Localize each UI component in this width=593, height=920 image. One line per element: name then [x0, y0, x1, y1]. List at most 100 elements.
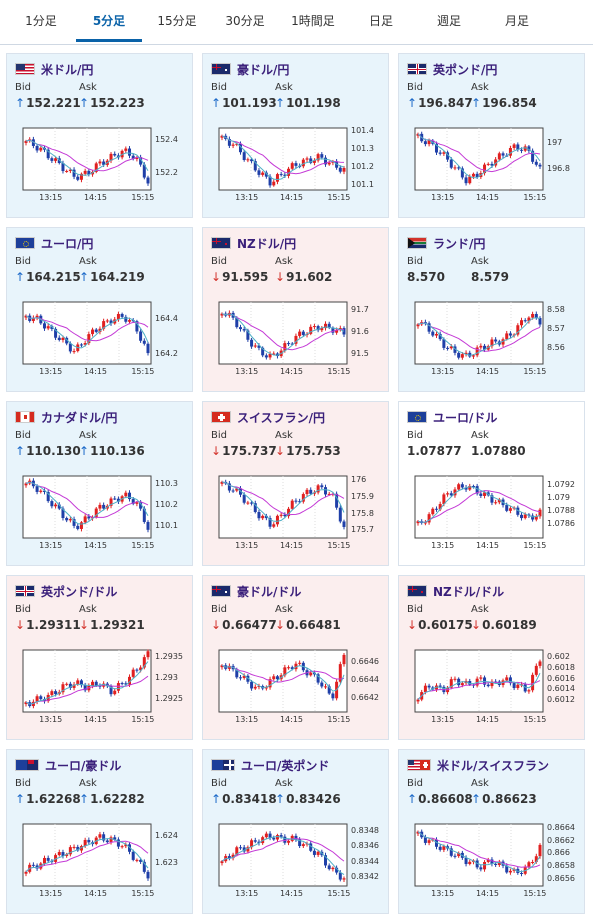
- candle-body: [423, 141, 427, 145]
- card-header[interactable]: スイスフラン/円: [211, 409, 325, 425]
- candle-body: [505, 677, 509, 681]
- currency-card[interactable]: 米ドル/円 Bid Ask ↑152.221 ↑152.223 152.4 152.2 13:…: [6, 53, 193, 218]
- currency-card[interactable]: ユーロ/円 Bid Ask ↑164.215 ↑164.219 164.4 164.2 13:…: [6, 227, 193, 392]
- chart-svg: [218, 475, 348, 539]
- candle-body: [438, 685, 442, 687]
- chart-svg: [22, 649, 152, 713]
- currency-pair-name[interactable]: ユーロ/ドル: [433, 410, 498, 425]
- mini-candlestick-chart[interactable]: 101.4 101.3 101.2 101.1 13:15 14:15 15:15: [215, 124, 375, 209]
- candle-body: [128, 676, 132, 685]
- currency-card[interactable]: ランド/円 Bid Ask 8.570 8.579 8.58 8.57 8.56 13:15 14…: [398, 227, 585, 392]
- candle-body: [42, 323, 46, 329]
- card-header[interactable]: 豪ドル/円: [211, 61, 289, 77]
- mini-candlestick-chart[interactable]: 164.4 164.2 13:15 14:15 15:15: [19, 298, 179, 383]
- mini-candlestick-chart[interactable]: 1.0792 1.079 1.0788 1.0786 13:15 14:15 15:15: [411, 472, 575, 557]
- mini-candlestick-chart[interactable]: 0.8348 0.8346 0.8344 0.8342 13:15 14:15 15:15: [215, 820, 379, 905]
- card-header[interactable]: カナダドル/円: [15, 409, 117, 425]
- mini-candlestick-chart[interactable]: 1.2935 1.293 1.2925 13:15 14:15 15:15: [19, 646, 183, 731]
- candle-body: [449, 346, 453, 349]
- candle-body: [54, 504, 58, 507]
- currency-card[interactable]: 豪ドル/ドル Bid Ask ↓0.66477 ↓0.66481 0.6646 0.6644…: [202, 575, 389, 740]
- candle-body: [24, 141, 28, 143]
- currency-card[interactable]: スイスフラン/円 Bid Ask ↓175.737 ↓175.753 176 175.9 17…: [202, 401, 389, 566]
- mini-candlestick-chart[interactable]: 110.3 110.2 110.1 13:15 14:15 15:15: [19, 472, 179, 557]
- ask-label: Ask: [275, 256, 293, 267]
- mini-candlestick-chart[interactable]: 1.624 1.623 13:15 14:15 15:15: [19, 820, 179, 905]
- currency-pair-name[interactable]: 米ドル/円: [41, 62, 94, 77]
- candle-body: [83, 516, 87, 523]
- card-header[interactable]: 米ドル/円: [15, 61, 93, 77]
- mini-candlestick-chart[interactable]: 197 196.8 13:15 14:15 15:15: [411, 124, 571, 209]
- x-tick-label: 13:15: [431, 715, 455, 724]
- currency-card[interactable]: 米ドル/スイスフラン Bid Ask ↑0.86608 ↑0.86623 0.8664 0.…: [398, 749, 585, 914]
- currency-pair-name[interactable]: ユーロ/英ポンド: [241, 758, 330, 773]
- currency-pair-name[interactable]: ユーロ/豪ドル: [45, 758, 122, 773]
- currency-pair-name[interactable]: スイスフラン/円: [237, 410, 326, 425]
- candle-body: [227, 856, 231, 859]
- mini-candlestick-chart[interactable]: 0.6646 0.6644 0.6642 13:15 14:15 15:15: [215, 646, 379, 731]
- x-tick-label: 14:15: [475, 367, 500, 376]
- card-header[interactable]: ユーロ/豪ドル: [15, 757, 121, 773]
- bid-label: Bid: [15, 256, 31, 267]
- currency-card[interactable]: ユーロ/英ポンド Bid Ask ↑0.83418 ↑0.83426 0.8348 0.83…: [202, 749, 389, 914]
- candle-body: [446, 152, 450, 160]
- currency-pair-name[interactable]: ランド/円: [433, 236, 486, 251]
- moving-average-long: [25, 139, 149, 172]
- tab-1hour[interactable]: 1時間足: [291, 14, 335, 28]
- currency-pair-name[interactable]: 英ポンド/ドル: [41, 584, 118, 599]
- tab-30min[interactable]: 30分足: [225, 14, 265, 28]
- candle-body: [24, 315, 28, 318]
- mini-candlestick-chart[interactable]: 152.4 152.2 13:15 14:15 15:15: [19, 124, 179, 209]
- tab-daily[interactable]: 日足: [368, 14, 393, 28]
- candle-body: [438, 333, 442, 340]
- tab-monthly[interactable]: 月足: [504, 14, 529, 28]
- candle-body: [116, 498, 120, 502]
- currency-pair-name[interactable]: NZドル/ドル: [433, 584, 505, 599]
- currency-card[interactable]: ユーロ/ドル Bid Ask 1.07877 1.07880 1.0792 1.079 1.0…: [398, 401, 585, 566]
- card-header[interactable]: NZドル/円: [211, 235, 296, 251]
- chart-svg: [218, 301, 348, 365]
- currency-pair-name[interactable]: ユーロ/円: [41, 236, 94, 251]
- card-header[interactable]: 英ポンド/円: [407, 61, 497, 77]
- currency-card[interactable]: NZドル/円 Bid Ask ↓91.595 ↓91.602 91.7 91.6 91.5 13…: [202, 227, 389, 392]
- currency-card[interactable]: NZドル/ドル Bid Ask ↓0.60175 ↓0.60189 0.602 0.6018…: [398, 575, 585, 740]
- card-header[interactable]: ユーロ/ドル: [407, 409, 497, 425]
- currency-card[interactable]: ユーロ/豪ドル Bid Ask ↑1.62268 ↑1.62282 1.624 1.623 1…: [6, 749, 193, 914]
- card-header[interactable]: 米ドル/スイスフラン: [407, 757, 549, 773]
- candle-body: [523, 146, 527, 151]
- tab-1min[interactable]: 1分足: [25, 14, 57, 28]
- currency-card[interactable]: 豪ドル/円 Bid Ask ↑101.193 ↑101.198 101.4 101.3 101…: [202, 53, 389, 218]
- mini-candlestick-chart[interactable]: 8.58 8.57 8.56 13:15 14:15 15:15: [411, 298, 571, 383]
- currency-pair-name[interactable]: 豪ドル/ドル: [237, 584, 302, 599]
- currency-card[interactable]: カナダドル/円 Bid Ask ↑110.130 ↑110.136 110.3 110.2 1…: [6, 401, 193, 566]
- tab-5min[interactable]: 5分足: [76, 0, 142, 42]
- currency-card[interactable]: 英ポンド/円 Bid Ask ↑196.847 ↑196.854 197 196.8 13:1…: [398, 53, 585, 218]
- card-header[interactable]: ユーロ/英ポンド: [211, 757, 329, 773]
- card-header[interactable]: ユーロ/円: [15, 235, 93, 251]
- y-tick-label: 175.8: [351, 508, 374, 518]
- card-header[interactable]: 英ポンド/ドル: [15, 583, 117, 599]
- currency-pair-name[interactable]: カナダドル/円: [41, 410, 118, 425]
- candle-body: [468, 681, 472, 685]
- arrow-up-icon: ↑: [211, 792, 222, 806]
- x-tick-label: 13:15: [235, 367, 259, 376]
- mini-candlestick-chart[interactable]: 0.602 0.6018 0.6016 0.6014 0.6012 13:15 14:15 1…: [411, 646, 575, 731]
- card-header[interactable]: NZドル/ドル: [407, 583, 504, 599]
- candle-body: [294, 163, 298, 166]
- currency-pair-name[interactable]: 米ドル/スイスフラン: [437, 758, 550, 773]
- currency-pair-name[interactable]: 豪ドル/円: [237, 62, 290, 77]
- candle-body: [479, 677, 483, 679]
- currency-pair-name[interactable]: NZドル/円: [237, 236, 297, 251]
- mini-candlestick-chart[interactable]: 0.8664 0.8662 0.866 0.8658 0.8656 13:15 14:15 1…: [411, 820, 575, 905]
- card-header[interactable]: 豪ドル/ドル: [211, 583, 301, 599]
- card-header[interactable]: ランド/円: [407, 235, 485, 251]
- currency-card[interactable]: 英ポンド/ドル Bid Ask ↓1.29311 ↓1.29321 1.2935 1.293…: [6, 575, 193, 740]
- mini-candlestick-chart[interactable]: 176 175.9 175.8 175.7 13:15 14:15 15:15: [215, 472, 375, 557]
- tab-15min[interactable]: 15分足: [157, 14, 197, 28]
- currency-pair-name[interactable]: 英ポンド/円: [433, 62, 498, 77]
- tab-weekly[interactable]: 週足: [436, 14, 461, 28]
- candle-body: [290, 500, 294, 509]
- mini-candlestick-chart[interactable]: 91.7 91.6 91.5 13:15 14:15 15:15: [215, 298, 375, 383]
- candle-body: [109, 498, 113, 506]
- flag-icon: [211, 759, 235, 771]
